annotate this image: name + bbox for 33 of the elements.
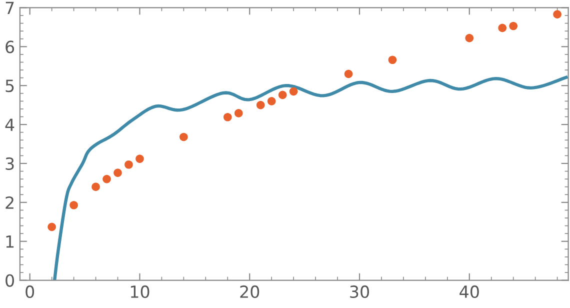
point <box>498 24 507 32</box>
x-tick-label: 20 <box>240 285 260 298</box>
y-tick-label: 4 <box>5 118 14 131</box>
y-tick-label: 5 <box>6 80 14 92</box>
x-tick-label: 0 <box>26 285 34 298</box>
x-tick-label: 10 <box>130 285 150 298</box>
y-tick-label: 2 <box>6 196 14 209</box>
point <box>223 112 232 122</box>
y-tick-label: 3 <box>6 157 14 170</box>
point <box>114 168 122 177</box>
point <box>102 174 111 184</box>
point <box>553 10 562 18</box>
point <box>234 109 243 118</box>
point <box>124 160 133 169</box>
point <box>256 100 265 110</box>
point <box>136 154 144 163</box>
y-tick-label: 1 <box>6 236 14 248</box>
point <box>278 90 287 100</box>
point <box>289 87 298 96</box>
point <box>465 34 474 42</box>
point <box>180 132 188 142</box>
y-tick-label: 7 <box>6 2 14 14</box>
point <box>509 22 518 30</box>
x-tick-label: 30 <box>350 285 369 298</box>
point <box>344 70 353 78</box>
point <box>70 200 78 210</box>
point <box>267 96 276 106</box>
x-tick-label: 40 <box>460 285 479 298</box>
point <box>92 182 100 191</box>
y-tick-label: 0 <box>6 274 14 287</box>
point <box>48 222 56 232</box>
y-tick-label: 6 <box>6 40 14 54</box>
point <box>388 56 397 64</box>
